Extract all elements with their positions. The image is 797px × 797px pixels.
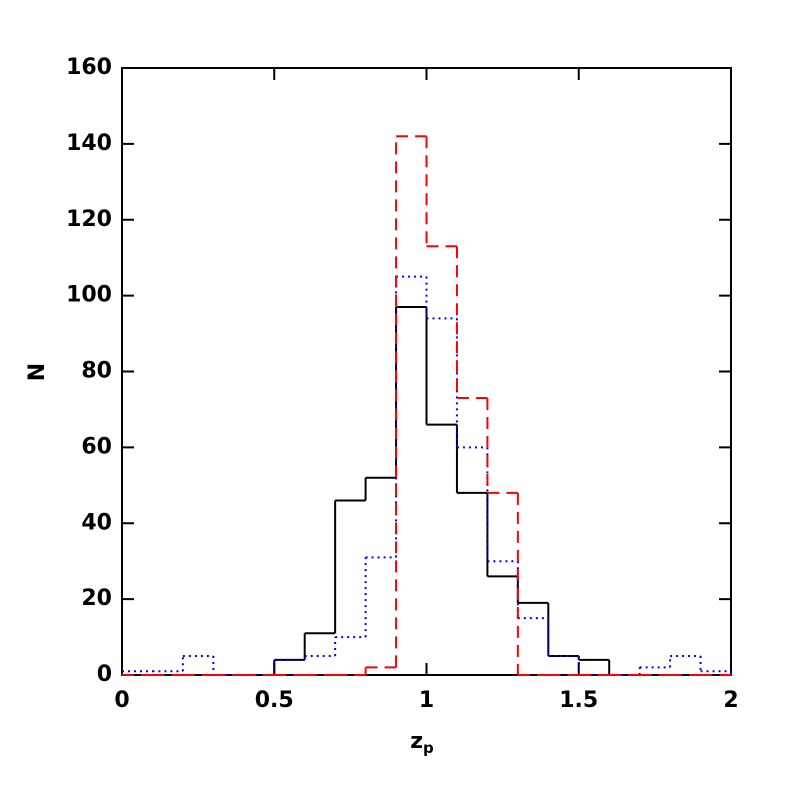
- y-axis-label: N: [25, 363, 50, 381]
- y-tick-label: 140: [66, 131, 112, 156]
- y-tick-label: 120: [66, 207, 112, 232]
- y-tick-label: 80: [81, 359, 112, 384]
- x-tick-label: 2: [723, 688, 738, 713]
- y-tick-label: 160: [66, 55, 112, 80]
- x-tick-label: 0.5: [255, 688, 294, 713]
- y-tick-label: 60: [81, 434, 112, 459]
- x-tick-label: 1: [419, 688, 434, 713]
- x-tick-label: 0: [114, 688, 129, 713]
- y-tick-label: 100: [66, 283, 112, 308]
- x-axis-label: zp: [410, 729, 434, 757]
- y-tick-label: 0: [97, 662, 112, 687]
- y-tick-label: 40: [81, 510, 112, 535]
- y-tick-label: 20: [81, 586, 112, 611]
- x-tick-label: 1.5: [559, 688, 598, 713]
